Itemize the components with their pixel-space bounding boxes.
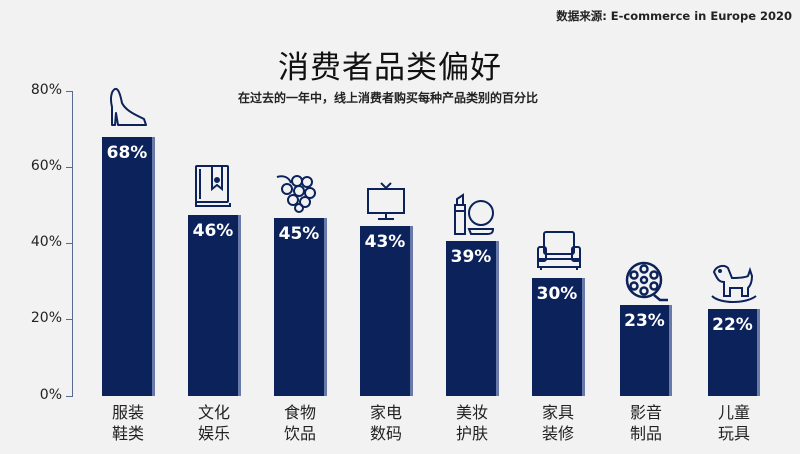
category-label: 服装 鞋类: [98, 402, 158, 444]
book-icon: [193, 163, 233, 209]
category-label: 家具 装修: [528, 402, 588, 444]
category-label-line1: 家电: [369, 403, 402, 422]
category-label-line2: 制品: [629, 424, 662, 443]
category-label: 儿童 玩具: [704, 402, 764, 444]
y-tick-label: 60%: [30, 158, 62, 174]
y-tick-label: 40%: [30, 234, 62, 250]
category-label: 食物 饮品: [270, 402, 330, 444]
bar-value-label: 45%: [278, 224, 320, 244]
category-label-line1: 家具: [541, 403, 574, 422]
rocking-horse-icon: [710, 262, 758, 306]
bar-value-label: 30%: [536, 284, 578, 304]
bar-value-label: 23%: [624, 311, 665, 331]
bar-electronics: 43%: [360, 226, 413, 396]
bar-value-label: 39%: [450, 247, 492, 267]
category-label: 美妆 护肤: [442, 402, 502, 444]
tv-icon: [365, 181, 407, 223]
category-label-line2: 装修: [541, 424, 574, 443]
grapes-icon: [275, 173, 319, 213]
film-reel-icon: [624, 260, 670, 304]
high-heel-icon: [106, 85, 150, 129]
bar-food-drink: 45%: [274, 218, 327, 396]
y-tick: [66, 167, 73, 168]
bar-clothing-shoes: 68%: [102, 137, 155, 396]
bar-media: 23%: [620, 305, 672, 396]
y-tick-label: 0%: [39, 387, 62, 403]
category-label-line1: 影音: [629, 403, 662, 422]
bar-kids-toys: 22%: [708, 309, 760, 396]
chart-subtitle: 在过去的一年中，线上消费者购买每种产品类别的百分比: [237, 91, 538, 105]
bar-value-label: 68%: [106, 143, 148, 163]
y-tick: [66, 243, 73, 244]
data-source: 数据来源: E-commerce in Europe 2020: [556, 9, 792, 23]
chart-title: 消费者品类偏好: [278, 50, 502, 86]
y-tick: [66, 91, 73, 92]
y-tick-label: 80%: [30, 82, 62, 98]
category-label-line2: 玩具: [717, 424, 750, 443]
category-label-line1: 服装: [111, 403, 144, 422]
category-label: 影音 制品: [616, 402, 676, 444]
bar-value-label: 43%: [364, 232, 406, 252]
category-label-line1: 儿童: [717, 403, 750, 422]
category-label: 文化 娱乐: [184, 402, 244, 444]
category-label: 家电 数码: [356, 402, 416, 444]
bar-value-label: 46%: [192, 221, 234, 241]
category-label-line2: 数码: [369, 424, 402, 443]
bar-beauty-skincare: 39%: [446, 241, 499, 396]
category-label-line2: 护肤: [455, 424, 488, 443]
category-label-line1: 文化: [197, 403, 230, 422]
bar-furniture: 30%: [532, 278, 585, 396]
y-tick-label: 20%: [30, 310, 62, 326]
category-label-line2: 娱乐: [197, 424, 230, 443]
bar-culture-entertainment: 46%: [188, 215, 241, 396]
y-tick: [66, 319, 73, 320]
category-label-line1: 美妆: [455, 403, 488, 422]
category-label-line2: 饮品: [283, 424, 316, 443]
category-label-line1: 食物: [283, 403, 316, 422]
armchair-icon: [536, 229, 582, 271]
bar-value-label: 22%: [712, 315, 753, 335]
lipstick-compact-icon: [451, 193, 495, 237]
y-tick: [66, 396, 73, 397]
category-label-line2: 鞋类: [111, 424, 144, 443]
